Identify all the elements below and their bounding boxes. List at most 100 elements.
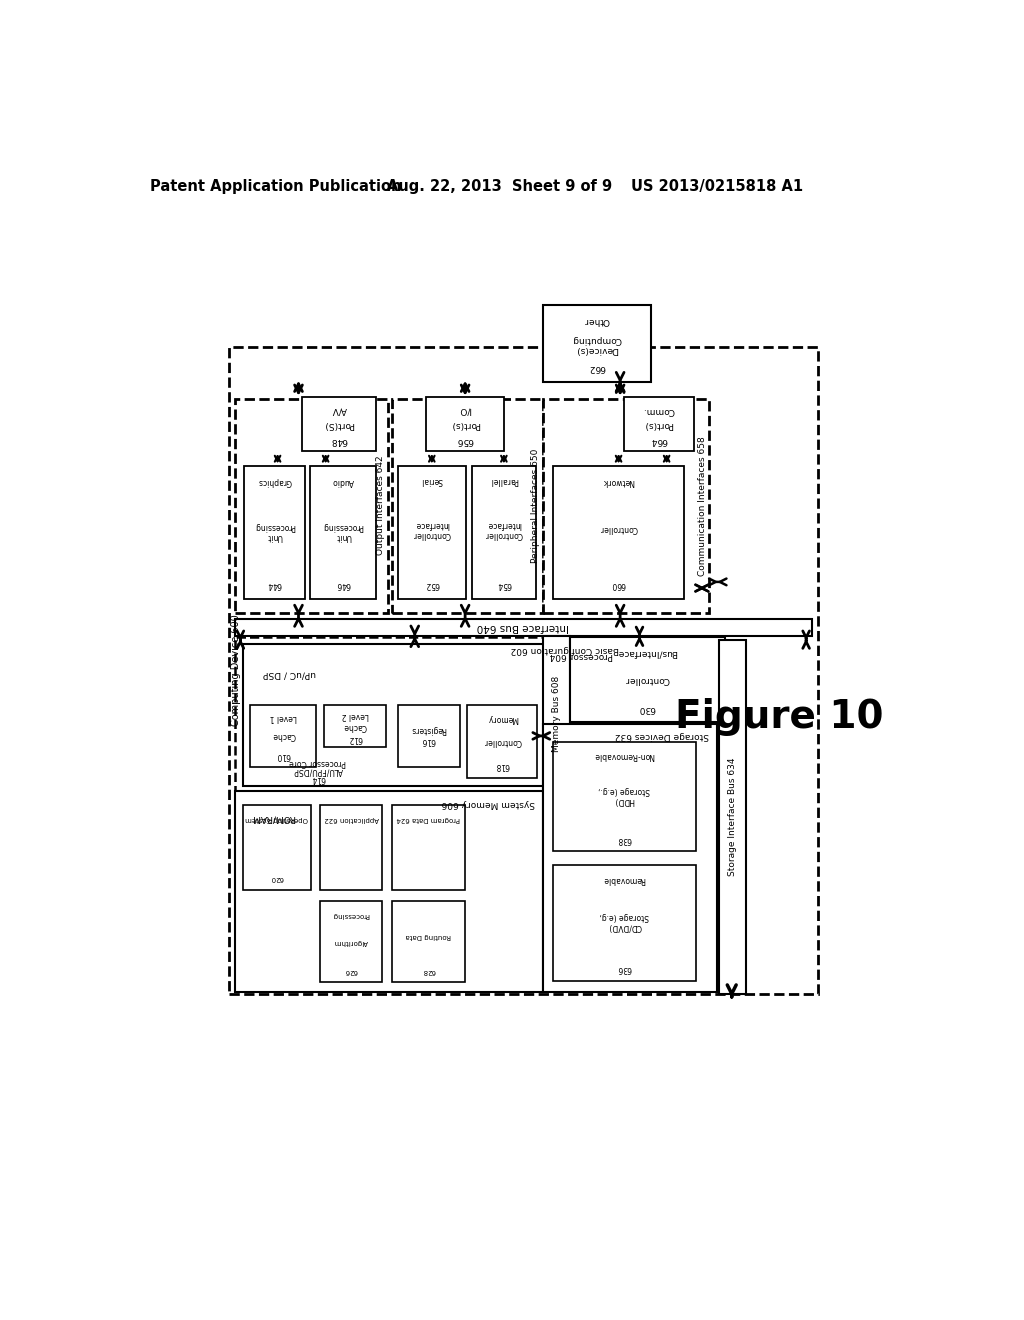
Text: 664: 664	[650, 437, 668, 445]
Text: 628: 628	[422, 968, 435, 974]
Text: Interface: Interface	[415, 520, 449, 529]
Bar	[624, 397, 693, 451]
Text: Computing Device 600: Computing Device 600	[230, 615, 241, 726]
Text: Communication Interfaces 658: Communication Interfaces 658	[697, 436, 707, 576]
Text: Processing: Processing	[254, 521, 295, 531]
Bar	[324, 705, 386, 747]
Bar	[243, 644, 621, 785]
Bar	[719, 640, 745, 994]
Bar	[543, 723, 717, 991]
Text: Patent Application Publication: Patent Application Publication	[150, 178, 401, 194]
Text: Port(s): Port(s)	[451, 420, 480, 429]
Text: Port(S): Port(S)	[324, 420, 354, 429]
Text: 654: 654	[497, 581, 511, 590]
Bar	[251, 705, 316, 767]
Bar	[391, 902, 465, 982]
Text: Bus/Interface: Bus/Interface	[617, 648, 677, 657]
Text: 656: 656	[457, 437, 474, 445]
Text: 662: 662	[589, 363, 605, 372]
Text: Figure 10: Figure 10	[675, 698, 884, 735]
Bar	[243, 805, 311, 890]
Bar	[467, 705, 538, 779]
Text: Processor Core: Processor Core	[290, 759, 346, 767]
Text: Controller: Controller	[600, 524, 638, 533]
Text: Audio: Audio	[332, 478, 354, 486]
Bar	[321, 902, 382, 982]
Text: Storage Interface Bus 634: Storage Interface Bus 634	[728, 758, 736, 876]
Bar	[543, 636, 569, 792]
Text: Processing: Processing	[323, 521, 364, 531]
Bar	[553, 742, 696, 851]
Bar	[391, 805, 465, 890]
Bar	[245, 466, 305, 599]
Text: A/V: A/V	[332, 405, 347, 414]
Bar	[234, 619, 812, 636]
Text: HDD): HDD)	[614, 796, 635, 805]
Bar	[569, 638, 725, 722]
Bar	[553, 466, 684, 599]
Text: Basic Configuration 602: Basic Configuration 602	[511, 645, 620, 653]
Bar	[397, 466, 466, 599]
Text: Controller: Controller	[413, 531, 451, 540]
Bar	[321, 805, 382, 890]
Text: CD/DVD): CD/DVD)	[607, 923, 641, 932]
Text: Cache: Cache	[271, 731, 295, 741]
Bar	[302, 397, 376, 451]
Text: 620: 620	[270, 875, 284, 882]
Text: Port(s): Port(s)	[644, 420, 674, 429]
Text: Routing Data: Routing Data	[406, 933, 451, 939]
Text: Controller: Controller	[485, 531, 523, 540]
Bar	[426, 397, 504, 451]
Text: 630: 630	[639, 704, 656, 713]
Text: Controller: Controller	[483, 737, 521, 746]
Text: 626: 626	[344, 968, 357, 974]
Bar	[397, 705, 460, 767]
Text: 646: 646	[336, 581, 350, 590]
Text: I/O: I/O	[459, 405, 471, 414]
Text: Cache: Cache	[343, 722, 367, 731]
Text: Non-Removable: Non-Removable	[594, 751, 654, 760]
Text: Peripheral Interfaces 650: Peripheral Interfaces 650	[531, 449, 540, 562]
Bar	[543, 399, 710, 612]
Text: Network: Network	[602, 478, 635, 486]
Text: Memory: Memory	[486, 714, 518, 723]
Text: System Memory 606: System Memory 606	[441, 799, 535, 808]
Text: Processor 604: Processor 604	[550, 651, 613, 660]
Text: Storage (e.g,: Storage (e.g,	[600, 912, 649, 921]
Text: 614: 614	[310, 774, 326, 783]
Text: ALU/FPU/DSP: ALU/FPU/DSP	[293, 766, 343, 775]
Bar	[310, 466, 376, 599]
Text: 612: 612	[348, 734, 362, 743]
Text: Graphics: Graphics	[257, 478, 292, 486]
Text: Registers: Registers	[411, 725, 446, 734]
Text: US 2013/0215818 A1: US 2013/0215818 A1	[631, 178, 803, 194]
Text: Program Data 624: Program Data 624	[396, 816, 460, 822]
Text: Operating System: Operating System	[246, 816, 308, 822]
Text: Memory Bus 608: Memory Bus 608	[552, 676, 561, 751]
Text: Output Interfaces 642: Output Interfaces 642	[376, 455, 385, 556]
Text: 638: 638	[617, 834, 632, 843]
Bar	[472, 466, 536, 599]
Text: Comm.: Comm.	[643, 405, 675, 414]
Text: 644: 644	[267, 581, 282, 590]
Bar	[234, 399, 388, 612]
Text: 636: 636	[617, 964, 632, 973]
Text: Controller: Controller	[625, 676, 670, 684]
Bar	[543, 305, 651, 381]
Text: uP/uC / DSP: uP/uC / DSP	[263, 669, 315, 678]
Text: Unit: Unit	[335, 532, 351, 541]
Text: Storage (e.g.,: Storage (e.g.,	[598, 787, 650, 795]
Text: Interface: Interface	[486, 520, 521, 529]
Bar	[234, 792, 543, 991]
Text: Interface Bus 640: Interface Bus 640	[477, 622, 569, 632]
Text: Level 2: Level 2	[341, 711, 369, 721]
Text: Computing: Computing	[572, 335, 622, 343]
Text: ROM/RAM: ROM/RAM	[252, 814, 296, 822]
Text: Parallel: Parallel	[489, 475, 518, 484]
Bar	[234, 638, 627, 792]
Text: Algorithm: Algorithm	[334, 939, 369, 945]
Text: Processing: Processing	[333, 912, 370, 919]
Bar	[228, 347, 818, 994]
Text: Device(s): Device(s)	[575, 345, 618, 354]
Bar	[391, 399, 543, 612]
